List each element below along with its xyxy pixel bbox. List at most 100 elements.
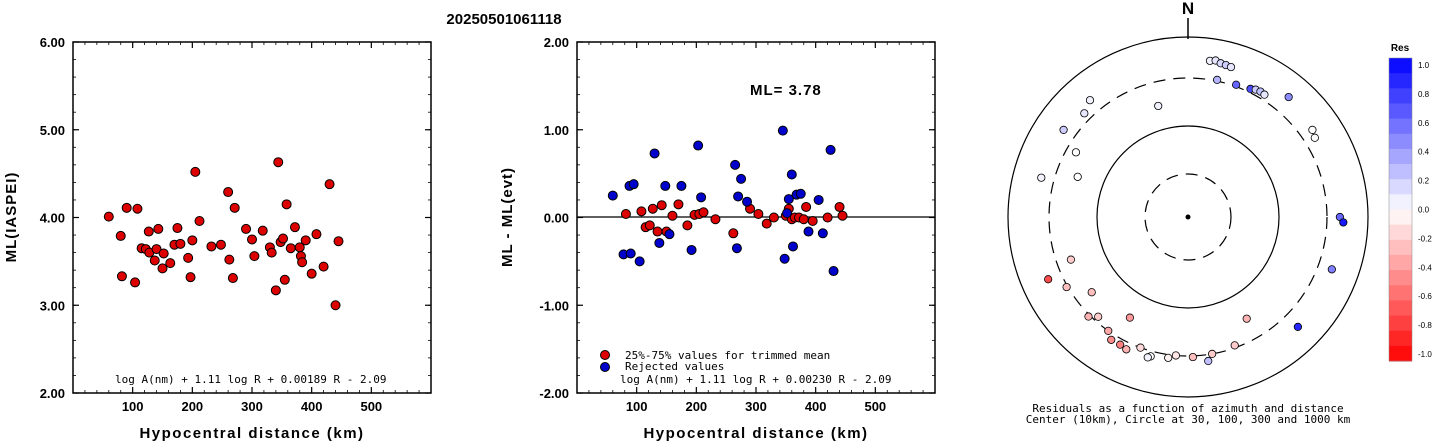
data-point (241, 223, 252, 234)
data-point (803, 226, 814, 237)
data-point (130, 277, 141, 288)
data-point (318, 261, 329, 272)
station-marker (1104, 326, 1113, 335)
colorbar-cell (1389, 164, 1412, 180)
data-point (652, 226, 663, 237)
data-point (644, 220, 655, 231)
data-point (807, 216, 818, 227)
colorbar-cell (1389, 209, 1412, 226)
data-point (731, 243, 742, 254)
station-marker (1073, 172, 1082, 181)
legend-marker-rejected (600, 362, 610, 372)
north-label: N (1182, 0, 1194, 18)
data-point (158, 248, 169, 259)
data-point (215, 239, 226, 250)
station-marker (1066, 255, 1076, 264)
colorbar-cell (1389, 148, 1412, 165)
colorbar-cell (1389, 285, 1412, 301)
colorbar-cell (1389, 133, 1412, 150)
station-marker (1213, 75, 1222, 84)
data-point (270, 285, 281, 296)
x-axis-label: Hypocentral distance (km) (139, 425, 364, 441)
colorbar-cell (1389, 300, 1412, 317)
station-marker (1204, 356, 1213, 366)
data-point (730, 159, 741, 170)
legend-label-trimmed: 25%-75% values for trimmed mean (625, 349, 830, 362)
x-tick-label: 100 (122, 399, 144, 414)
x-axis-label: Hypocentral distance (km) (643, 425, 868, 441)
station-marker (1164, 353, 1173, 362)
colorbar-tick-label: 0.8 (1418, 90, 1430, 99)
data-point (753, 208, 764, 219)
colorbar-cell (1389, 345, 1412, 362)
station-marker (1080, 109, 1089, 118)
station-marker (1242, 314, 1251, 323)
data-point (786, 169, 797, 180)
data-points (607, 125, 848, 277)
data-point (817, 228, 828, 239)
data-point (103, 211, 114, 222)
x-axis-ticks: 100 200 300 400 500 (588, 42, 924, 414)
ml-annotation: ML= 3.78 (750, 82, 822, 99)
data-point (285, 243, 296, 254)
data-point (634, 256, 645, 267)
data-points (103, 157, 344, 311)
data-point (828, 266, 839, 277)
data-point (149, 255, 160, 266)
y-axis-label: ML - ML(evt) (499, 167, 516, 267)
station-marker (1037, 173, 1046, 182)
data-point (187, 235, 198, 246)
x-tick-label: 400 (301, 399, 323, 414)
station-marker (1230, 341, 1239, 350)
colorbar-cell (1389, 315, 1412, 332)
data-point (783, 194, 794, 205)
data-point (324, 179, 335, 190)
colorbar-cells (1389, 58, 1412, 362)
station-marker (1116, 340, 1125, 349)
ring-30km (1144, 173, 1232, 261)
data-point (733, 191, 744, 202)
colorbar-cell (1389, 330, 1412, 347)
y-axis-ticks: -2.00 -1.00 0.00 1.00 2.00 (539, 35, 935, 401)
colorbar-cell (1389, 179, 1412, 195)
polar-caption-line1: Residuals as a function of azimuth and d… (1032, 402, 1343, 415)
figure-title: 20250501061118 (446, 11, 561, 28)
data-point (625, 248, 636, 259)
y-axis-ticks: 2.00 3.00 4.00 5.00 6.00 (40, 35, 431, 401)
y-tick-label: -1.00 (539, 298, 569, 313)
data-point (667, 210, 678, 221)
data-point (649, 148, 660, 159)
station-marker (1059, 125, 1068, 134)
data-point (206, 241, 217, 252)
y-tick-label: 2.00 (544, 35, 569, 50)
data-point (172, 223, 183, 234)
data-point (116, 271, 127, 282)
data-point (306, 268, 317, 279)
data-point (654, 237, 665, 248)
data-point (194, 216, 205, 227)
station-marker (1122, 345, 1131, 354)
data-point (330, 300, 341, 311)
station-marker (1087, 288, 1096, 297)
colorbar-tick-label: -0.8 (1418, 321, 1432, 330)
data-point (636, 206, 647, 217)
data-point (257, 225, 268, 236)
colorbar-cell (1389, 270, 1412, 286)
station-marker (1208, 349, 1217, 358)
data-point (223, 187, 234, 198)
data-point (132, 203, 143, 214)
colorbar-frame (1388, 57, 1413, 362)
colorbar-tick-label: 0.4 (1418, 148, 1430, 157)
station-marker (1339, 218, 1348, 227)
station-marker (1310, 133, 1319, 142)
data-point (281, 199, 292, 210)
station-marker (1232, 80, 1241, 89)
data-point (664, 229, 675, 240)
data-point (175, 238, 186, 249)
colorbar-cell (1389, 88, 1412, 104)
plot-frame (72, 41, 432, 394)
y-tick-label: 5.00 (40, 123, 65, 138)
y-tick-label: 0.00 (544, 211, 569, 226)
data-point (297, 257, 308, 268)
data-point (607, 190, 618, 201)
